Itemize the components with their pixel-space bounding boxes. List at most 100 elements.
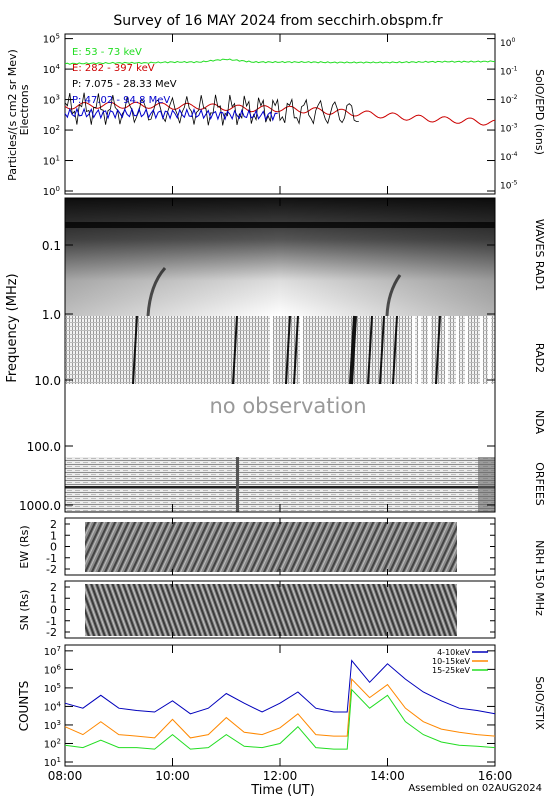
epd-series-line-0 [64, 58, 496, 65]
stix-ylabel: COUNTS [17, 681, 31, 732]
rad2-gap [412, 316, 415, 384]
epd-legend-3: P: 47.02 - 94.8 MeV [72, 95, 170, 106]
epd-right-tick-label: 10-5 [500, 180, 518, 192]
epd-right-label: SolO/EPD (ions) [533, 69, 546, 155]
stix-series-line-0 [64, 659, 496, 715]
rad1-label: WAVES RAD1 [533, 219, 546, 291]
rad2-gap [270, 316, 273, 384]
epd-series-line-1 [64, 101, 496, 126]
sn-tick-label: 1 [50, 592, 57, 605]
rad2-burst [293, 315, 299, 385]
freq-tick-label: 10.0 [34, 374, 61, 388]
time-tick-label: 12:00 [263, 769, 298, 783]
orfees-label: ORFEES [533, 462, 546, 506]
stix-tick-label: 103 [44, 719, 61, 732]
frequency-ylabel: Frequency (MHz) [5, 273, 20, 382]
sn-tick-label: -1 [46, 615, 57, 628]
ew-tick-label: -2 [46, 563, 57, 576]
stix-series-line-1 [64, 677, 496, 739]
stix-right-label: SolO/STIX [533, 676, 546, 730]
time-axis: 08:00 10:00 12:00 14:00 16:00 [48, 34, 512, 783]
rad2-burst [367, 315, 373, 385]
rad2-gap [445, 316, 448, 384]
stix-tick-label: 101 [44, 756, 61, 769]
epd-ylabel: Particles/(s cm2 sr Mev) [6, 49, 19, 181]
time-tick-label: 08:00 [48, 769, 83, 783]
rad2-burst-lines [132, 315, 491, 385]
freq-tick-label: 1.0 [42, 308, 61, 322]
rad2-gap [480, 316, 483, 384]
epd-legend-1: E: 282 - 397 keV [72, 63, 155, 74]
sn-tick-label: 2 [50, 581, 57, 594]
epd-legend-2: P: 7.075 - 28.33 MeV [72, 79, 177, 90]
stix-tick-label: 102 [44, 737, 61, 750]
epd-left-tick-label: 100 [43, 185, 60, 198]
nrh-ew-image [85, 522, 457, 572]
epd-left-tick-label: 105 [43, 33, 60, 46]
rad2-burst [392, 315, 398, 385]
rad2-gap [300, 316, 303, 384]
epd-left-tick-label: 101 [43, 155, 60, 168]
stix-tick-label: 105 [44, 682, 61, 695]
epd-legend-0: E: 53 - 73 keV [72, 47, 142, 58]
ew-tick-label: 2 [50, 518, 57, 531]
stix-tick-label: 104 [44, 700, 62, 713]
rad2-burst [435, 315, 441, 385]
epd-left-tick-label: 104 [43, 63, 61, 76]
frequency-panel: no observation 0.1 1.0 10.0 100.0 1000.0 Fre… [5, 197, 546, 513]
ew-tick-label: 1 [50, 529, 57, 542]
rad2-burst [232, 315, 238, 385]
rad1-burst-2 [385, 274, 402, 317]
rad2-gap [488, 316, 491, 384]
epd-left-tick-label: 102 [43, 124, 60, 137]
orfees-spectrogram [65, 457, 495, 512]
ew-ticks: 210-1-2 [46, 518, 495, 576]
sn-tick-label: -2 [46, 626, 57, 639]
rad1-burst-1 [146, 267, 167, 317]
rad2-label: RAD2 [533, 343, 546, 373]
epd-series-line-3 [64, 107, 278, 122]
stix-series [64, 659, 496, 750]
stix-tick-label: 106 [44, 663, 62, 676]
time-tick-label: 14:00 [370, 769, 405, 783]
epd-right-tick-label: 10-1 [500, 66, 518, 78]
stix-tick-label: 107 [44, 645, 61, 658]
stix-legend-1: 10-15keV [432, 657, 471, 666]
rad2-gap [428, 316, 431, 384]
epd-right-tick-label: 10-4 [500, 151, 518, 163]
stix-legend-2: 15-25keV [432, 666, 471, 675]
sn-label: SN (Rs) [18, 590, 31, 631]
stix-y-ticks: 107 106 105 104 103 102 101 [44, 645, 495, 769]
rad2-burst [349, 315, 357, 385]
sn-tick-label: 0 [50, 604, 57, 617]
freq-tick-label: 0.1 [42, 239, 61, 253]
rad2-gap [418, 316, 421, 384]
no-observation-label: no observation [209, 394, 366, 418]
epd-right-tick-label: 100 [500, 37, 515, 49]
stix-panel: 107 106 105 104 103 102 101 4-10keV 10-15keV 1… [17, 644, 546, 769]
nrh-sn-image [85, 584, 457, 636]
epd-right-tick-label: 10-3 [500, 123, 518, 135]
epd-ylabel-electrons: Electrons [18, 84, 31, 135]
freq-tick-label: 100.0 [27, 440, 61, 454]
ew-tick-label: -1 [46, 552, 57, 565]
rad2-gap [465, 316, 468, 384]
footer-text: Assembled on 02AUG2024 [408, 783, 542, 794]
rad2-burst [379, 315, 385, 385]
x-axis-label: Time (UT) [250, 783, 315, 798]
rad2-burst [285, 315, 291, 385]
epd-right-tick-label: 10-2 [500, 94, 518, 106]
epd-y-ticks-left: 105 104 103 102 101 100 [43, 33, 495, 198]
epd-series [64, 58, 496, 126]
sn-ticks: 210-1-2 [46, 581, 495, 639]
nda-label: NDA [533, 410, 546, 435]
epd-series-line-2 [64, 92, 359, 126]
time-tick-label: 10:00 [155, 769, 190, 783]
stix-series-line-2 [64, 688, 496, 750]
frequency-ticks: 0.1 1.0 10.0 100.0 1000.0 [19, 239, 495, 513]
nrh-ew-panel: 210-1-2 EW (Rs) [18, 517, 496, 576]
nrh-sn-panel: 210-1-2 SN (Rs) NRH 150 MHz [18, 540, 546, 639]
epd-y-ticks-right: 100 10-1 10-2 10-3 10-4 10-5 [500, 37, 518, 192]
